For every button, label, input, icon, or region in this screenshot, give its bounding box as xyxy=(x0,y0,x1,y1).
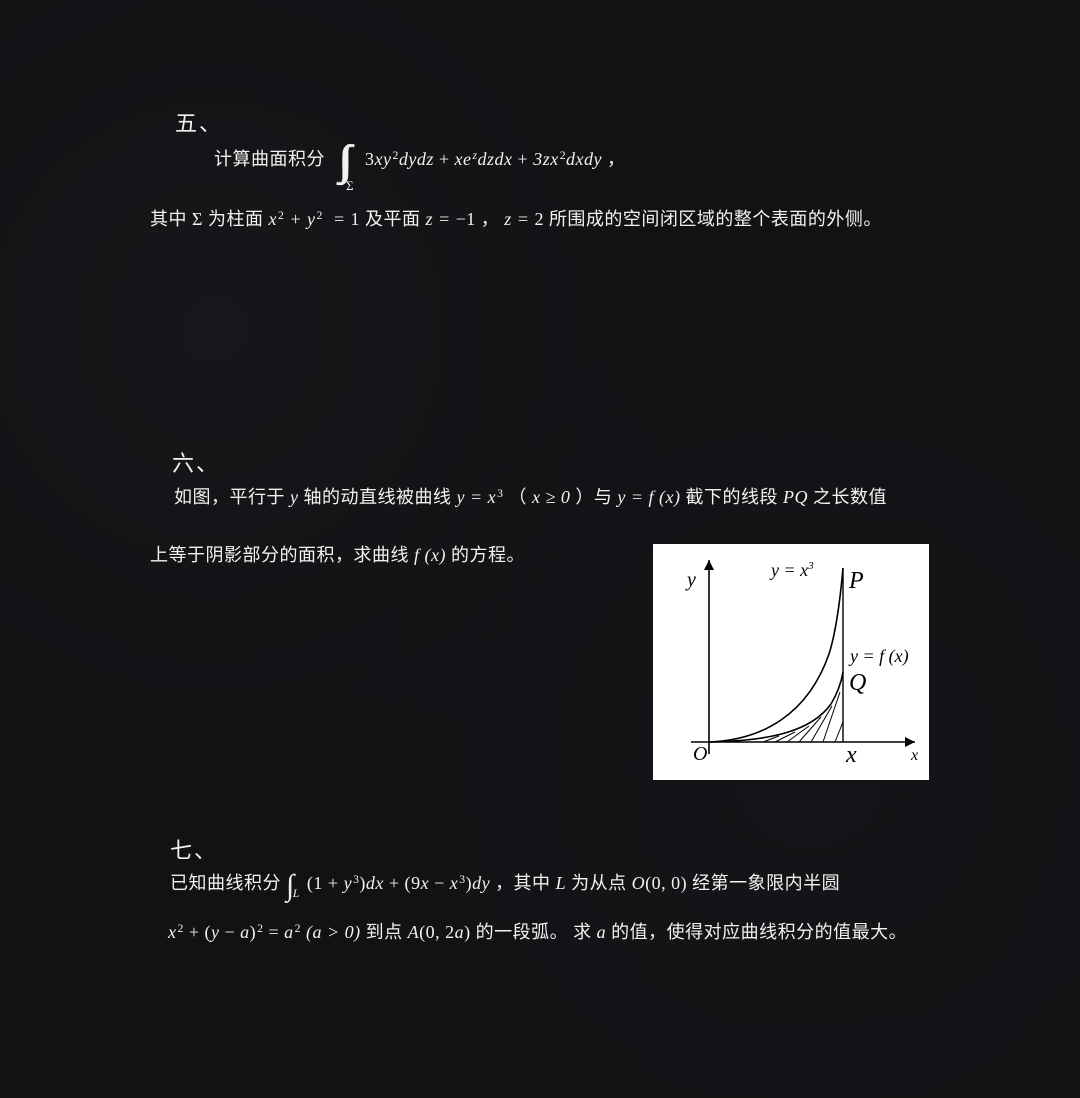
label-curve-f: y = f (x) xyxy=(848,646,909,667)
label-point-p: P xyxy=(848,568,864,594)
label-x-axis-small: x xyxy=(910,747,918,764)
q5-plane-z2: z = 2 xyxy=(504,209,544,229)
label-point-q: Q xyxy=(849,670,866,696)
q7-point-A: A(0, 2a) xyxy=(408,922,471,942)
q5-line2: 其中 Σ 为柱面 x2 + y2 = 1 及平面 z = −1 ， z = 2 … xyxy=(150,205,882,231)
label-origin: O xyxy=(693,743,707,765)
q5-lead: 计算曲面积分 xyxy=(214,149,325,169)
q7-semicircle-eq: x2 + (y − a)2 = a2 xyxy=(168,922,306,942)
q6-figure-svg: y x x O y = x3 y = f (x) P Q xyxy=(653,544,929,780)
label-y-axis: y xyxy=(685,569,696,591)
q5-line1: 计算曲面积分 ∫∫ 3xy2dydz + xezdzdx + 3zx2dxdy … xyxy=(214,140,626,182)
q7-line2: x2 + (y − a)2 = a2 (a > 0) 到点 A(0, 2a) 的… xyxy=(168,918,907,944)
q6-eq1: y = x3 xyxy=(457,487,504,507)
q6-line2: 上等于阴影部分的面积，求曲线 f (x) 的方程。 xyxy=(150,541,525,567)
q5-cylinder-eq: x2 + y2 = 1 xyxy=(268,209,359,229)
q7-header: 七、 xyxy=(170,833,218,865)
integral-sub-L: L xyxy=(293,886,300,900)
q7-point-O: O(0, 0) xyxy=(632,873,688,893)
q7-integrand: (1 + y3)dx + (9x − x3)dy xyxy=(307,873,495,893)
q6-line1: 如图，平行于 y 轴的动直线被曲线 y = x3 （ x ≥ 0 ）与 y = … xyxy=(174,483,887,509)
label-curve-cubic: y = x3 xyxy=(769,560,814,580)
label-x-axis: x xyxy=(845,742,857,768)
q5-header: 五、 xyxy=(175,106,223,138)
q6-header: 六、 xyxy=(172,446,220,478)
q7-line1: 已知曲线积分 ∫L (1 + y3)dx + (9x − x3)dy ，其中 L… xyxy=(170,869,840,901)
integral-subscript-sigma: Σ xyxy=(346,178,354,194)
curve-x-cubed xyxy=(709,568,843,742)
q5-plane-z1: z = −1 xyxy=(425,209,475,229)
q6-figure: y x x O y = x3 y = f (x) P Q xyxy=(653,544,929,780)
q5-integrand: 3xy2dydz + xezdzdx + 3zx2dxdy xyxy=(365,149,607,169)
curve-f-of-x xyxy=(709,672,843,742)
math-exam-page: 五、 计算曲面积分 ∫∫ 3xy2dydz + xezdzdx + 3zx2dx… xyxy=(0,0,1080,1098)
